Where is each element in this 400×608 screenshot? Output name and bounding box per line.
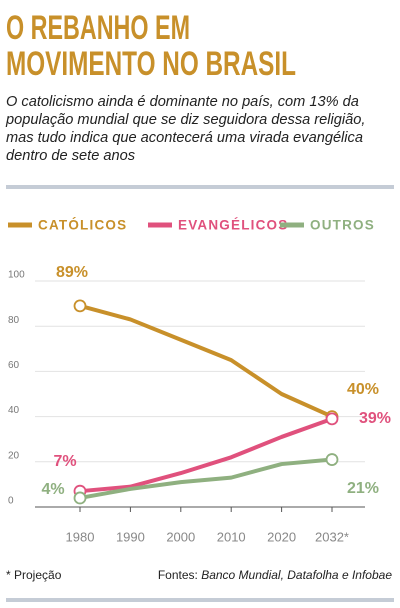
point-marker <box>73 491 87 505</box>
data-label: 40% <box>347 381 379 398</box>
point-marker <box>325 453 339 466</box>
data-label: 4% <box>41 481 64 498</box>
data-label: 21% <box>347 480 379 497</box>
x-tick-label: 2010 <box>217 529 246 544</box>
legend-label: CATÓLICOS <box>38 218 127 233</box>
divider <box>6 598 394 602</box>
chart-title: O REBANHO EM <box>6 9 190 47</box>
y-tick-label: 40 <box>8 405 20 416</box>
chart-title: MOVIMENTO NO BRASIL <box>6 45 296 83</box>
y-tick-label: 20 <box>8 450 20 461</box>
data-label: 39% <box>359 410 391 427</box>
y-tick-label: 60 <box>8 360 20 371</box>
x-tick-label: 1990 <box>116 529 145 544</box>
divider <box>6 185 394 189</box>
data-label: 89% <box>56 264 88 281</box>
line <box>79 457 333 500</box>
y-tick-label: 80 <box>8 315 20 326</box>
point-marker <box>325 412 339 426</box>
x-tick-label: 2000 <box>166 529 195 544</box>
y-tick-label: 0 <box>8 496 14 507</box>
legend-label: EVANGÉLICOS <box>178 218 288 233</box>
data-label: 7% <box>53 453 76 470</box>
point-marker <box>73 299 87 313</box>
legend-label: OUTROS <box>310 218 375 233</box>
x-tick-label: 2032* <box>315 529 349 544</box>
source-label: Fontes: <box>158 568 198 582</box>
line <box>79 303 333 419</box>
y-tick-label: 100 <box>8 270 25 281</box>
subtitle: O catolicismo ainda é dominante no país,… <box>6 94 366 164</box>
source-text: Banco Mundial, Datafolha e Infobae <box>201 568 392 582</box>
source: Fontes: Banco Mundial, Datafolha e Infob… <box>158 568 393 582</box>
line <box>79 416 333 494</box>
x-tick-label: 2020 <box>267 529 296 544</box>
x-tick-label: 1980 <box>66 529 95 544</box>
note: * Projeção <box>6 568 62 582</box>
